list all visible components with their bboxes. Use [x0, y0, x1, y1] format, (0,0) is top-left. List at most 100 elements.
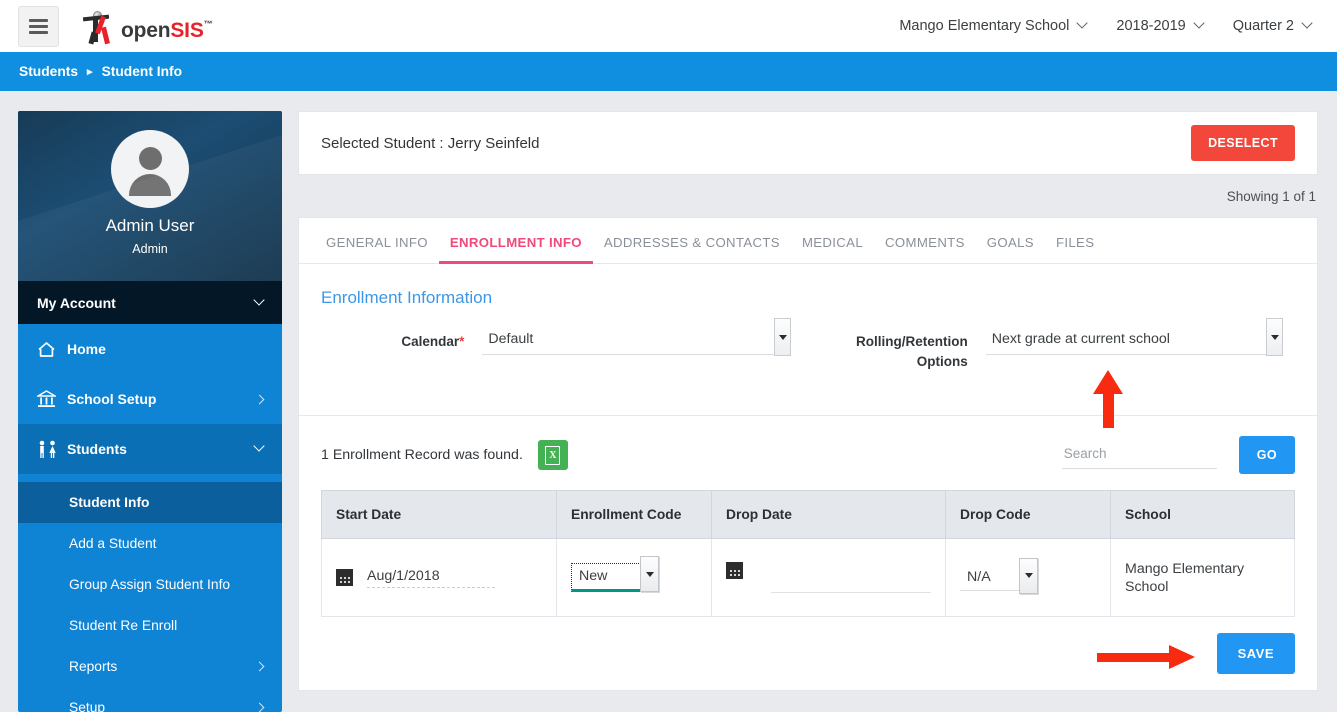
chevron-down-icon[interactable] — [1266, 318, 1283, 356]
deselect-button[interactable]: DESELECT — [1191, 125, 1295, 161]
chevron-down-icon — [1193, 17, 1205, 29]
rolling-retention-dropdown[interactable]: Next grade at current school — [985, 318, 1283, 356]
quarter-selector[interactable]: Quarter 2 — [1232, 17, 1313, 34]
showing-count: Showing 1 of 1 — [1226, 189, 1316, 204]
chevron-right-icon — [254, 394, 265, 404]
quarter-selector-label: Quarter 2 — [1232, 18, 1294, 34]
user-avatar-icon — [111, 130, 189, 208]
calendar-label-text: Calendar — [401, 334, 460, 349]
rolling-label-line2: Options — [916, 353, 968, 369]
table-row: Aug/1/2018 New — [321, 538, 1295, 618]
bank-icon — [37, 390, 67, 408]
opensis-logo[interactable]: openSIS™ — [81, 9, 213, 45]
calendar-label: Calendar* — [321, 326, 464, 352]
sidebar-item-student-info-label: Student Info — [69, 495, 150, 510]
school-selector[interactable]: Mango Elementary School — [899, 17, 1089, 34]
rolling-retention-dropdown-value: Next grade at current school — [985, 326, 1283, 355]
sidebar-sub-gap — [18, 474, 282, 482]
hamburger-icon[interactable] — [18, 5, 59, 47]
logo-text-open: open — [121, 19, 171, 42]
profile-role: Admin — [132, 242, 168, 256]
save-button[interactable]: SAVE — [1216, 633, 1295, 675]
chevron-down-icon — [253, 440, 265, 452]
sidebar-item-setup-label: Setup — [69, 700, 106, 712]
sidebar-item-students[interactable]: Students — [18, 424, 282, 474]
rolling-retention-field: Rolling/Retention Options Next grade at … — [823, 318, 1283, 428]
column-enrollment-code[interactable]: Enrollment Code — [556, 490, 712, 540]
required-mark: * — [459, 334, 465, 349]
cell-drop-date[interactable] — [711, 538, 946, 618]
go-button[interactable]: GO — [1238, 436, 1295, 475]
selected-student-bar: Selected Student : Jerry Seinfeld DESELE… — [298, 111, 1318, 175]
form-divider — [299, 415, 1317, 417]
enrollment-code-dropdown[interactable]: New — [571, 556, 659, 593]
sidebar-item-home-label: Home — [67, 341, 106, 357]
year-selector[interactable]: 2018-2019 — [1116, 17, 1205, 34]
chevron-down-icon — [1301, 17, 1313, 29]
calendar-icon[interactable] — [726, 562, 743, 580]
rolling-label-line1: Rolling/Retention — [855, 334, 968, 349]
calendar-field: Calendar* Default — [321, 318, 791, 371]
breadcrumb-parent[interactable]: Students — [19, 64, 79, 79]
sidebar-item-student-re-enroll[interactable]: Student Re Enroll — [18, 605, 282, 646]
search-input[interactable] — [1061, 441, 1217, 470]
tab-general-info[interactable]: GENERAL INFO — [326, 235, 428, 250]
sidebar-item-add-a-student-label: Add a Student — [69, 536, 157, 551]
sidebar-item-group-assign-label: Group Assign Student Info — [69, 577, 231, 592]
tab-comments[interactable]: COMMENTS — [885, 235, 965, 250]
sidebar-item-student-info[interactable]: Student Info — [18, 482, 282, 523]
school-value: Mango Elementary School — [1125, 560, 1245, 595]
school-selector-label: Mango Elementary School — [899, 18, 1070, 34]
chevron-down-icon[interactable] — [640, 556, 659, 593]
sidebar-item-reports-label: Reports — [69, 659, 118, 674]
hamburger-line — [29, 30, 48, 34]
tab-enrollment-info[interactable]: ENROLLMENT INFO — [438, 235, 593, 264]
sidebar-item-school-setup[interactable]: School Setup — [18, 374, 282, 424]
sidebar-item-reports[interactable]: Reports — [18, 646, 282, 687]
sidebar-item-home[interactable]: Home — [18, 324, 282, 374]
cell-start-date[interactable]: Aug/1/2018 — [321, 538, 557, 618]
enrollment-form: Calendar* Default Rolling/Retention Opti… — [299, 308, 1317, 428]
table-header-row: Start Date Enrollment Code Drop Date Dro… — [321, 490, 1295, 540]
drop-code-dropdown[interactable]: N/A — [960, 557, 1038, 594]
chevron-down-icon — [1076, 17, 1089, 29]
annotation-arrow-right-icon — [1097, 645, 1195, 670]
calendar-dropdown[interactable]: Default — [482, 318, 791, 356]
breadcrumb-separator-icon: ▸ — [87, 66, 93, 78]
sidebar-item-group-assign-student-info[interactable]: Group Assign Student Info — [18, 564, 282, 605]
search-group: GO — [1061, 436, 1295, 475]
column-start-date[interactable]: Start Date — [321, 490, 557, 540]
start-date-value: Aug/1/2018 — [367, 568, 495, 588]
column-drop-code[interactable]: Drop Code — [945, 490, 1111, 540]
tab-goals[interactable]: GOALS — [986, 235, 1034, 250]
sidebar-item-school-setup-label: School Setup — [67, 391, 157, 407]
my-account-label: My Account — [37, 294, 116, 311]
chevron-down-icon[interactable] — [1019, 557, 1038, 594]
tab-bar: GENERAL INFO ENROLLMENT INFO ADDRESSES &… — [299, 218, 1317, 264]
cell-school: Mango Elementary School — [1110, 538, 1295, 618]
sidebar-item-add-a-student[interactable]: Add a Student — [18, 523, 282, 564]
calendar-icon[interactable] — [336, 569, 353, 587]
chevron-right-icon — [254, 661, 265, 672]
save-bar: SAVE — [299, 617, 1317, 690]
cell-enrollment-code[interactable]: New — [556, 538, 712, 618]
records-found-text: 1 Enrollment Record was found. — [321, 447, 523, 464]
enrollment-panel: GENERAL INFO ENROLLMENT INFO ADDRESSES &… — [298, 217, 1318, 692]
sidebar-item-students-label: Students — [67, 441, 127, 457]
sidebar-item-my-account[interactable]: My Account — [18, 281, 282, 324]
selected-student-text: Selected Student : Jerry Seinfeld — [321, 134, 540, 152]
excel-export-icon[interactable]: X — [537, 440, 568, 471]
tab-addresses-contacts[interactable]: ADDRESSES & CONTACTS — [603, 235, 780, 250]
column-school[interactable]: School — [1110, 490, 1295, 540]
sidebar-item-setup[interactable]: Setup — [18, 687, 282, 712]
chevron-down-icon[interactable] — [774, 318, 791, 356]
main-content: Selected Student : Jerry Seinfeld DESELE… — [298, 111, 1318, 692]
top-bar: openSIS™ Mango Elementary School 2018-20… — [0, 0, 1337, 52]
top-selectors: Mango Elementary School 2018-2019 Quarte… — [899, 17, 1313, 34]
tab-files[interactable]: FILES — [1055, 235, 1095, 250]
drop-date-value — [771, 571, 931, 594]
cell-drop-code[interactable]: N/A — [945, 538, 1111, 618]
excel-export-glyph: X — [545, 445, 561, 465]
tab-medical[interactable]: MEDICAL — [801, 235, 864, 250]
column-drop-date[interactable]: Drop Date — [711, 490, 946, 540]
